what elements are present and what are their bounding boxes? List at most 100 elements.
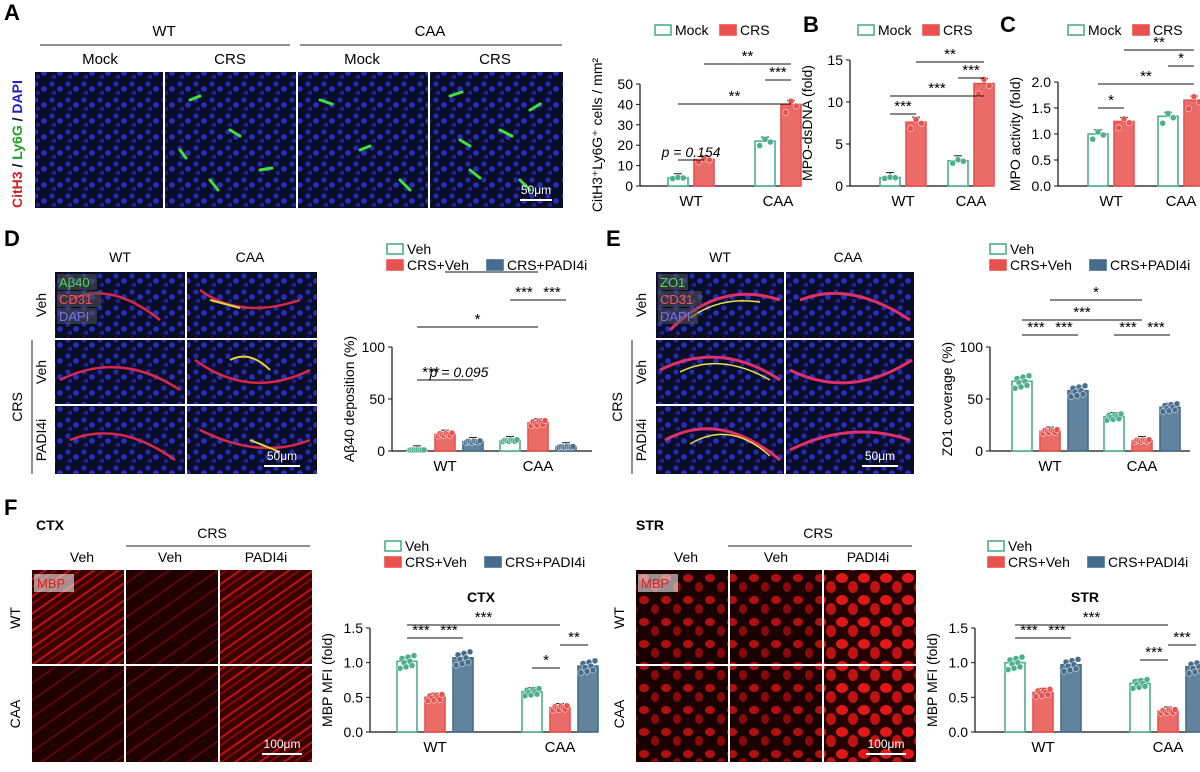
legend-label: Mock [878, 22, 912, 38]
data-point [1143, 676, 1151, 683]
panel-D-micrographs [55, 272, 317, 474]
data-point [1067, 393, 1075, 400]
data-point [1079, 391, 1087, 398]
significance-label: *** [928, 80, 946, 97]
panel-F-str-stain: MBP [641, 576, 669, 591]
data-point [1191, 668, 1199, 676]
significance-label: *** [422, 364, 440, 381]
data-point [1185, 105, 1192, 113]
y-tick-label: 1.0 [1032, 126, 1052, 142]
significance-label: *** [412, 622, 430, 639]
data-point [1081, 382, 1089, 390]
data-point [782, 109, 789, 116]
panel-F-ctx-micrographs [32, 570, 312, 762]
panel-D-row1: Veh [33, 293, 49, 317]
data-point [569, 443, 577, 450]
data-point [1164, 110, 1172, 117]
legend-swatch [719, 24, 737, 36]
significance-label: *** [1020, 622, 1038, 639]
panel-A-group-caa: CAA [415, 23, 446, 40]
data-point [577, 669, 585, 676]
significance-label: ** [1153, 34, 1165, 51]
data-point [1060, 668, 1068, 675]
legend-label: Mock [1088, 22, 1122, 38]
data-point [396, 665, 404, 672]
legend-label: CRS+Veh [405, 554, 467, 570]
y-tick-label: 0.0 [344, 724, 364, 740]
significance-label: ** [729, 88, 741, 105]
y-axis-label: ZO1 coverage (%) [939, 342, 955, 456]
x-tick-label: CAA [545, 739, 576, 756]
panel-D-legend-1: Aβ40 [59, 275, 90, 290]
data-point [464, 659, 472, 666]
significance-label: *** [894, 98, 912, 115]
panel-E-group-caa: CAA [834, 249, 863, 265]
significance-label: *** [1055, 319, 1073, 336]
panel-F-str-crs: CRS [803, 525, 833, 541]
data-point [907, 125, 914, 132]
data-point [1100, 131, 1107, 139]
data-point [918, 120, 925, 127]
data-point [408, 662, 416, 669]
data-point [975, 90, 982, 98]
panel-A-col4: CRS [479, 51, 511, 68]
chart-title: STR [1071, 589, 1099, 605]
data-point [1190, 93, 1198, 101]
panel-F-ctx-col1: Veh [70, 549, 94, 565]
legend-label: Veh [405, 538, 429, 554]
data-point [583, 668, 591, 675]
legend-label: CRS+PADI4i [1108, 554, 1188, 570]
data-point [1025, 372, 1033, 379]
panel-A-group-wt: WT [152, 23, 175, 40]
x-tick-label: CAA [956, 193, 987, 210]
data-point [591, 657, 599, 665]
legend-label: Veh [407, 241, 431, 257]
legend-swatch [654, 24, 672, 36]
x-tick-label: WT [423, 739, 446, 756]
y-tick-label: 50 [369, 391, 385, 407]
significance-label: *** [1173, 629, 1191, 646]
panel-F-ctx-row2: CAA [7, 699, 23, 728]
data-point [886, 174, 894, 181]
significance-label: * [475, 311, 481, 328]
panel-F-ctx-row1: WT [7, 607, 23, 629]
panel-F-str-col1: Veh [674, 549, 698, 565]
data-point [563, 702, 571, 710]
data-point [669, 175, 676, 182]
significance-label: *** [475, 609, 493, 626]
y-tick-label: 100 [362, 339, 386, 355]
panel-A-stain-label: CitH3 / Ly6G / DAPI [9, 80, 25, 208]
panel-E-group-wt: WT [709, 249, 731, 265]
x-tick-label: WT [433, 458, 456, 475]
panel-D-letter: D [4, 226, 20, 251]
panel-F-str-col2: Veh [764, 549, 788, 565]
panel-A-col2: CRS [214, 51, 246, 68]
data-point [954, 156, 962, 164]
data-point [912, 116, 920, 123]
data-point [1117, 410, 1125, 418]
legend-swatch [484, 556, 502, 568]
legend-swatch [486, 259, 504, 271]
data-point [1023, 382, 1031, 389]
data-point [402, 663, 410, 671]
data-point [466, 648, 474, 656]
y-axis-label: MPO-dsDNA (fold) [799, 65, 815, 181]
legend-swatch [1089, 259, 1107, 271]
data-point [410, 652, 418, 659]
bar-veh-wt [396, 660, 418, 733]
data-point [1196, 98, 1200, 106]
panel-E-letter: E [606, 226, 621, 251]
data-point [535, 685, 543, 692]
data-point [1004, 666, 1012, 673]
significance-label: *** [1073, 304, 1091, 321]
x-tick-label: WT [1099, 193, 1122, 210]
y-tick-label: 1.5 [949, 620, 969, 636]
data-point [1066, 666, 1074, 674]
legend-label: CRS+PADI4i [507, 257, 587, 273]
data-point [1171, 706, 1179, 713]
panel-E-legend-3: DAPI [660, 309, 690, 324]
significance-label: ** [944, 46, 956, 63]
panel-D-legend-3: DAPI [59, 309, 89, 324]
panel-D-legend-2: CD31 [59, 292, 92, 307]
